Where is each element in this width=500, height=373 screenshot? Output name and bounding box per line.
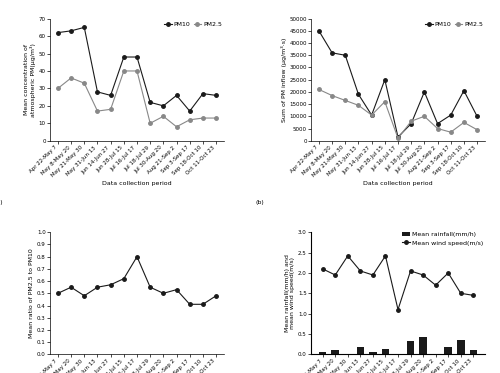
Bar: [444, 347, 452, 354]
PM10: [434, 121, 440, 126]
Mean wind speed(m/s): [458, 291, 464, 295]
PM10: [395, 135, 401, 139]
PM10: [382, 78, 388, 82]
Legend: Mean rainfall(mm/h), Mean wind speed(m/s): Mean rainfall(mm/h), Mean wind speed(m/s…: [400, 229, 486, 248]
Mean wind speed(m/s): [445, 271, 451, 275]
PM10: [200, 91, 206, 96]
PM2.5: [174, 125, 180, 129]
Mean wind speed(m/s): [345, 254, 351, 258]
Mean wind speed(m/s): [320, 267, 326, 271]
Mean wind speed(m/s): [432, 283, 438, 288]
Bar: [407, 341, 414, 354]
Mean wind speed(m/s): [395, 307, 401, 312]
PM10: [408, 121, 414, 126]
Line: Mean wind speed(m/s): Mean wind speed(m/s): [321, 254, 475, 311]
PM10: [356, 92, 362, 97]
PM2.5: [368, 113, 374, 117]
PM10: [422, 90, 428, 94]
PM2.5: [134, 69, 140, 73]
PM10: [474, 114, 480, 119]
PM2.5: [55, 86, 61, 91]
Legend: PM10, PM2.5: PM10, PM2.5: [423, 19, 486, 30]
Mean wind speed(m/s): [470, 293, 476, 298]
Mean wind speed(m/s): [420, 273, 426, 277]
PM2.5: [160, 114, 166, 119]
X-axis label: Data collection period: Data collection period: [102, 181, 172, 186]
Y-axis label: Sum of PM inflow (μg/m³·s): Sum of PM inflow (μg/m³·s): [280, 38, 286, 122]
Bar: [382, 350, 389, 354]
Bar: [420, 337, 427, 354]
PM2.5: [342, 98, 348, 103]
Bar: [470, 350, 477, 354]
PM2.5: [186, 117, 192, 122]
PM10: [213, 93, 219, 98]
PM2.5: [461, 120, 467, 125]
Text: (b): (b): [256, 200, 264, 205]
PM2.5: [94, 109, 100, 113]
PM2.5: [200, 116, 206, 120]
PM10: [134, 55, 140, 59]
PM10: [329, 51, 335, 55]
PM2.5: [356, 103, 362, 107]
PM2.5: [108, 107, 114, 112]
PM10: [448, 113, 454, 117]
Y-axis label: Mean concentration of
atmospheric PM(μg/m³): Mean concentration of atmospheric PM(μg/…: [24, 43, 36, 117]
PM10: [68, 29, 74, 33]
Bar: [369, 352, 376, 354]
PM10: [316, 29, 322, 33]
PM2.5: [121, 69, 127, 73]
Bar: [457, 340, 464, 354]
PM10: [55, 30, 61, 35]
PM10: [147, 100, 153, 104]
PM2.5: [434, 126, 440, 131]
Legend: PM10, PM2.5: PM10, PM2.5: [162, 19, 224, 30]
Bar: [356, 347, 364, 354]
PM10: [121, 55, 127, 59]
PM10: [342, 53, 348, 57]
PM10: [82, 25, 87, 29]
Mean wind speed(m/s): [408, 269, 414, 273]
PM2.5: [329, 93, 335, 98]
PM2.5: [408, 119, 414, 123]
PM2.5: [474, 128, 480, 132]
Mean wind speed(m/s): [332, 273, 338, 277]
PM2.5: [147, 121, 153, 126]
PM2.5: [82, 81, 87, 85]
PM2.5: [316, 87, 322, 92]
PM2.5: [395, 136, 401, 141]
PM10: [94, 90, 100, 94]
PM2.5: [68, 76, 74, 80]
Mean wind speed(m/s): [358, 269, 364, 273]
Mean wind speed(m/s): [382, 254, 388, 258]
PM2.5: [382, 100, 388, 104]
PM10: [160, 104, 166, 108]
PM10: [174, 93, 180, 98]
PM10: [186, 109, 192, 113]
PM10: [461, 88, 467, 93]
Line: PM10: PM10: [317, 29, 479, 139]
Bar: [319, 352, 326, 354]
Bar: [332, 350, 339, 354]
Text: (a): (a): [0, 200, 3, 205]
Line: PM2.5: PM2.5: [56, 69, 218, 129]
Mean wind speed(m/s): [370, 273, 376, 277]
Y-axis label: Mean rainfall(mm/h) and
mean wind speed(m/s): Mean rainfall(mm/h) and mean wind speed(…: [284, 254, 296, 332]
Line: PM10: PM10: [56, 26, 218, 113]
PM2.5: [213, 116, 219, 120]
Y-axis label: Mean ratio of PM2.5 to PM10: Mean ratio of PM2.5 to PM10: [30, 248, 35, 338]
Line: PM2.5: PM2.5: [317, 88, 479, 140]
PM2.5: [448, 130, 454, 134]
PM10: [108, 93, 114, 98]
PM2.5: [422, 114, 428, 119]
PM10: [368, 113, 374, 117]
X-axis label: Data collection period: Data collection period: [363, 181, 433, 186]
